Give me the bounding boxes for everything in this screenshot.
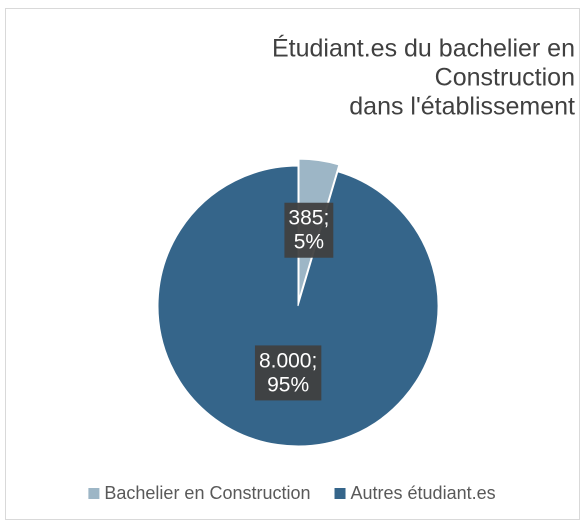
data-label-text: 8.000; <box>259 349 317 372</box>
legend-swatch <box>88 488 100 499</box>
chart-title: Étudiant.es du bachelier en <box>272 34 575 63</box>
data-label: 385;5% <box>284 202 334 258</box>
data-label: 8.000;95% <box>254 345 322 401</box>
legend-swatch <box>334 488 346 499</box>
data-label-text: 5% <box>294 231 324 254</box>
data-label-text: 95% <box>267 373 309 396</box>
data-label-box <box>254 345 322 401</box>
chart-title: Construction <box>435 64 575 92</box>
chart-title: dans l'établissement <box>349 93 575 121</box>
legend-label: Bachelier en Construction <box>104 483 310 503</box>
legend-label: Autres étudiant.es <box>351 483 496 503</box>
data-label-text: 385; <box>288 207 329 230</box>
legend: Bachelier en Construction Autres étudiant… <box>88 483 496 503</box>
pie-slice <box>157 165 439 447</box>
data-label-box <box>284 202 334 258</box>
